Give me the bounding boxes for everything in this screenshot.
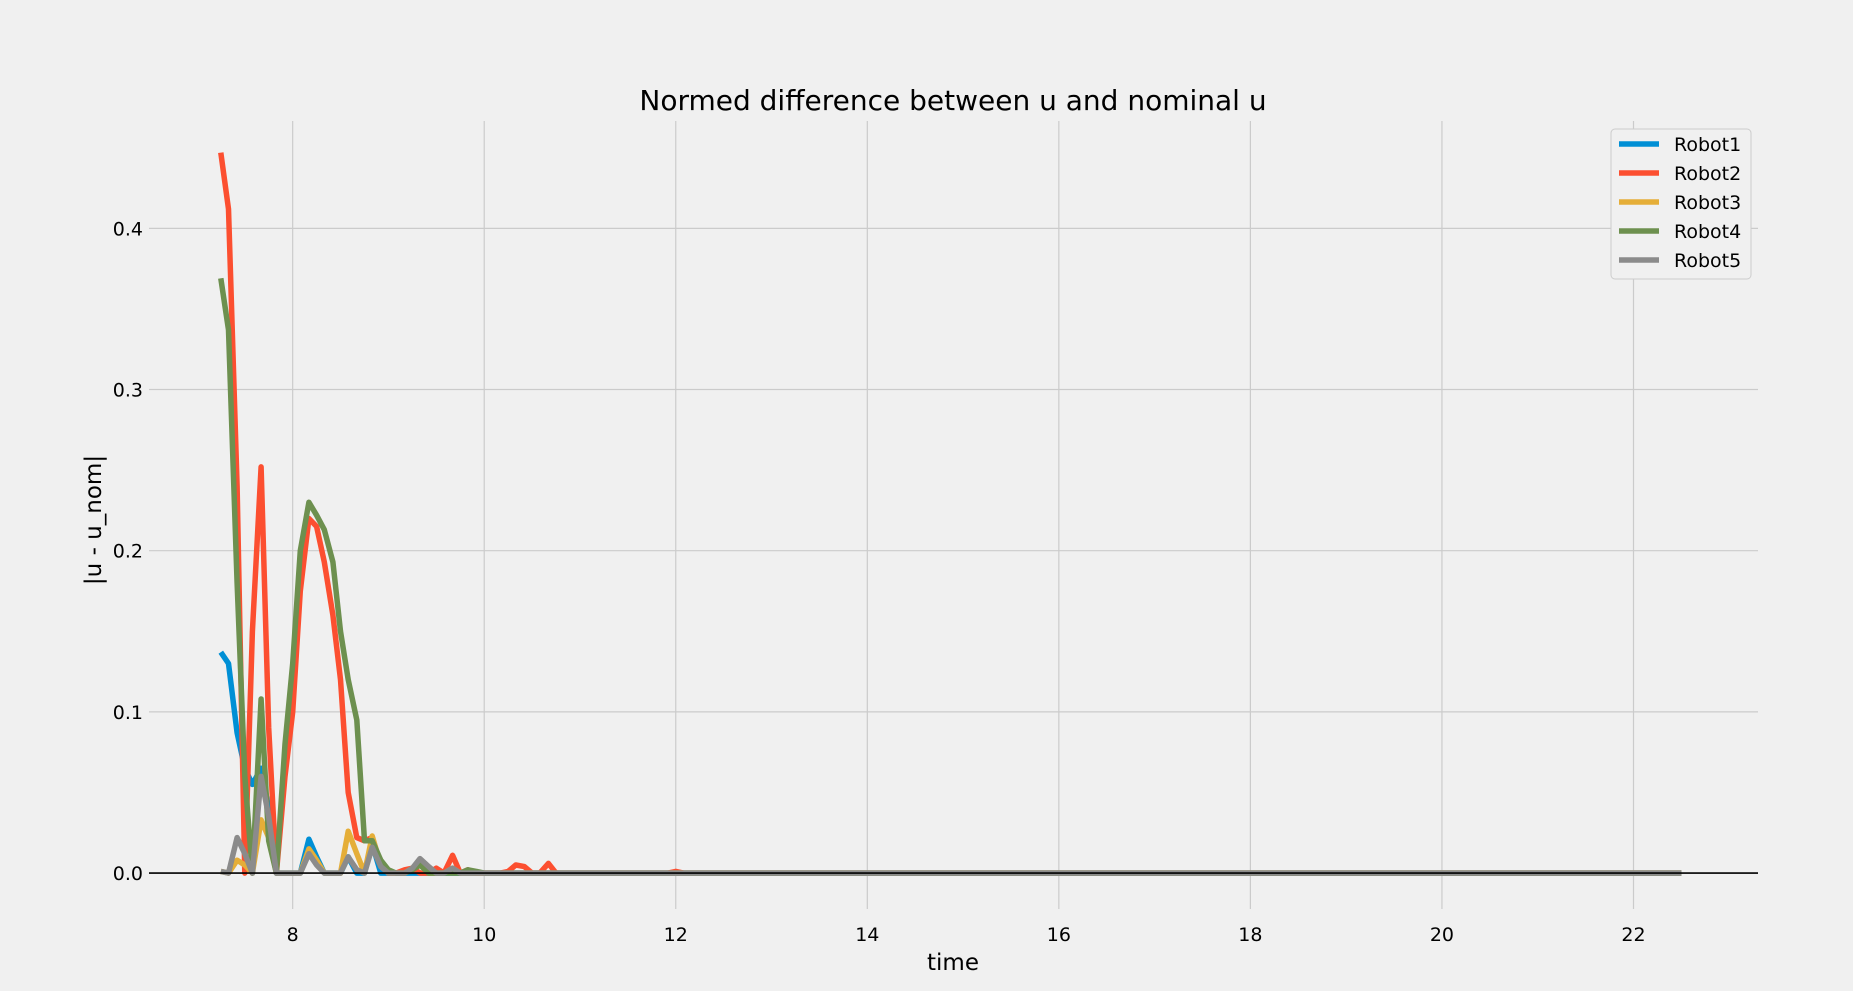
x-tick-label-12: 12 (664, 924, 688, 946)
legend-label-robot1: Robot1 (1674, 134, 1741, 156)
x-tick-label-10: 10 (472, 924, 496, 946)
y-tick-label-0.1: 0.1 (113, 702, 143, 724)
series-line-robot5 (220, 773, 1682, 876)
x-tick-label-18: 18 (1238, 924, 1262, 946)
x-tick-label-20: 20 (1430, 924, 1454, 946)
legend-label-robot2: Robot2 (1674, 163, 1741, 185)
y-tick-label-0.4: 0.4 (113, 218, 143, 240)
y-tick-label-0.3: 0.3 (113, 380, 143, 402)
legend: Robot1 Robot2 Robot3 Robot4 Robot5 (1610, 128, 1752, 280)
x-axis-label: time (927, 950, 979, 976)
x-tick-label-16: 16 (1047, 924, 1071, 946)
x-tick-label-22: 22 (1621, 924, 1645, 946)
legend-label-robot5: Robot5 (1674, 250, 1741, 272)
legend-label-robot4: Robot4 (1674, 221, 1741, 243)
x-tick-label-14: 14 (855, 924, 879, 946)
y-tick-label-0.2: 0.2 (113, 541, 143, 563)
y-tick-label-0.0: 0.0 (113, 863, 143, 885)
x-tick-label-8: 8 (287, 924, 299, 946)
y-tick-labels: 0.0 0.1 0.2 0.3 0.4 (113, 218, 143, 885)
x-tick-labels: 8 10 12 14 16 18 20 22 (287, 924, 1646, 946)
y-axis-label: |u - u_nom| (81, 455, 107, 585)
chart-title: Normed difference between u and nominal … (639, 84, 1266, 117)
legend-label-robot3: Robot3 (1674, 192, 1741, 214)
legend-frame (1610, 128, 1752, 280)
